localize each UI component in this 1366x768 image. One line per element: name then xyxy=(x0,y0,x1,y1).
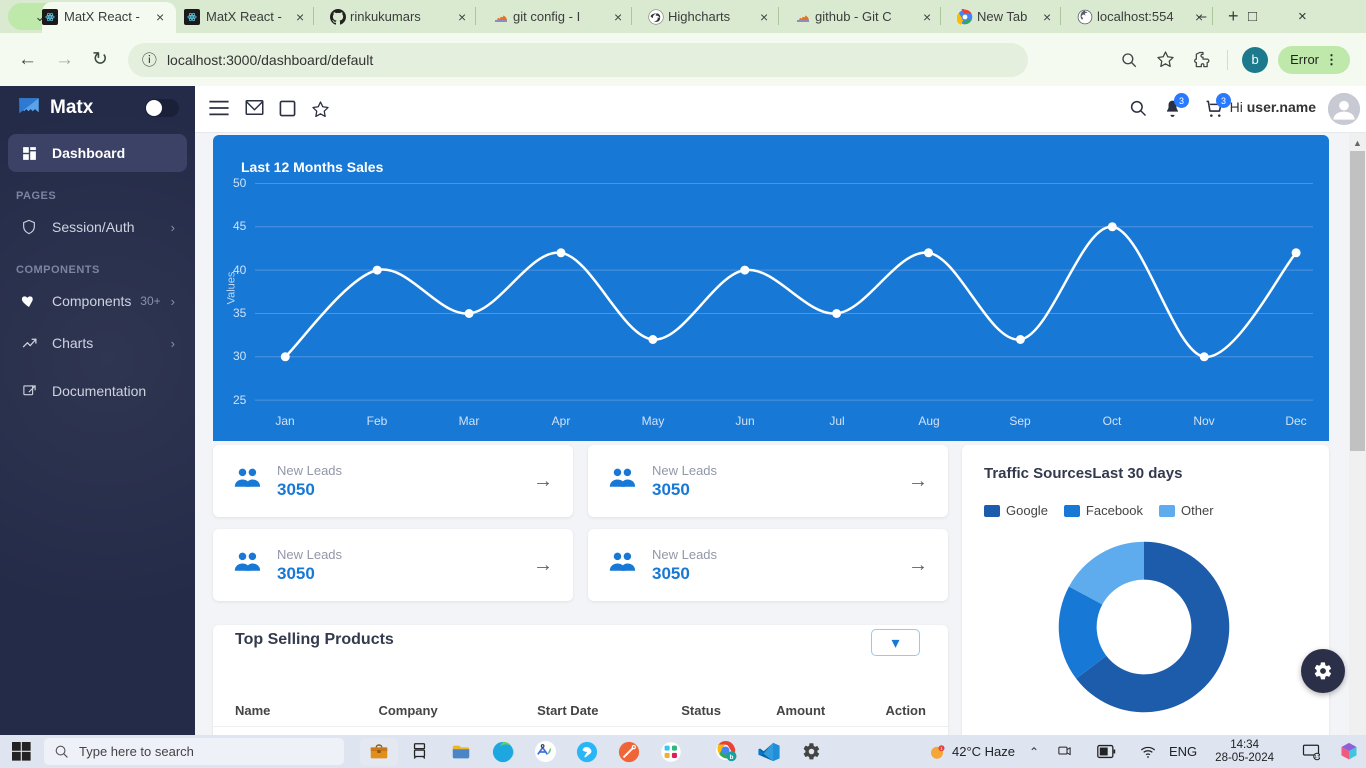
svg-text:Dec: Dec xyxy=(1285,414,1306,428)
svg-text:Jan: Jan xyxy=(275,414,294,428)
svg-text:Feb: Feb xyxy=(367,414,388,428)
svg-text:50: 50 xyxy=(233,176,247,190)
svg-text:Aug: Aug xyxy=(918,414,939,428)
svg-text:Oct: Oct xyxy=(1103,414,1122,428)
svg-text:b: b xyxy=(730,754,734,761)
svg-text:Apr: Apr xyxy=(552,414,571,428)
svg-text:17: 17 xyxy=(1314,754,1320,759)
svg-text:Nov: Nov xyxy=(1193,414,1214,428)
svg-text:Mar: Mar xyxy=(459,414,480,428)
svg-text:Jul: Jul xyxy=(829,414,844,428)
svg-text:May: May xyxy=(642,414,665,428)
svg-text:Jun: Jun xyxy=(735,414,754,428)
svg-text:35: 35 xyxy=(233,306,247,320)
svg-text:Sep: Sep xyxy=(1009,414,1031,428)
svg-text:25: 25 xyxy=(233,393,247,407)
svg-text:30: 30 xyxy=(233,349,247,363)
svg-text:45: 45 xyxy=(233,219,247,233)
svg-text:40: 40 xyxy=(233,263,247,277)
